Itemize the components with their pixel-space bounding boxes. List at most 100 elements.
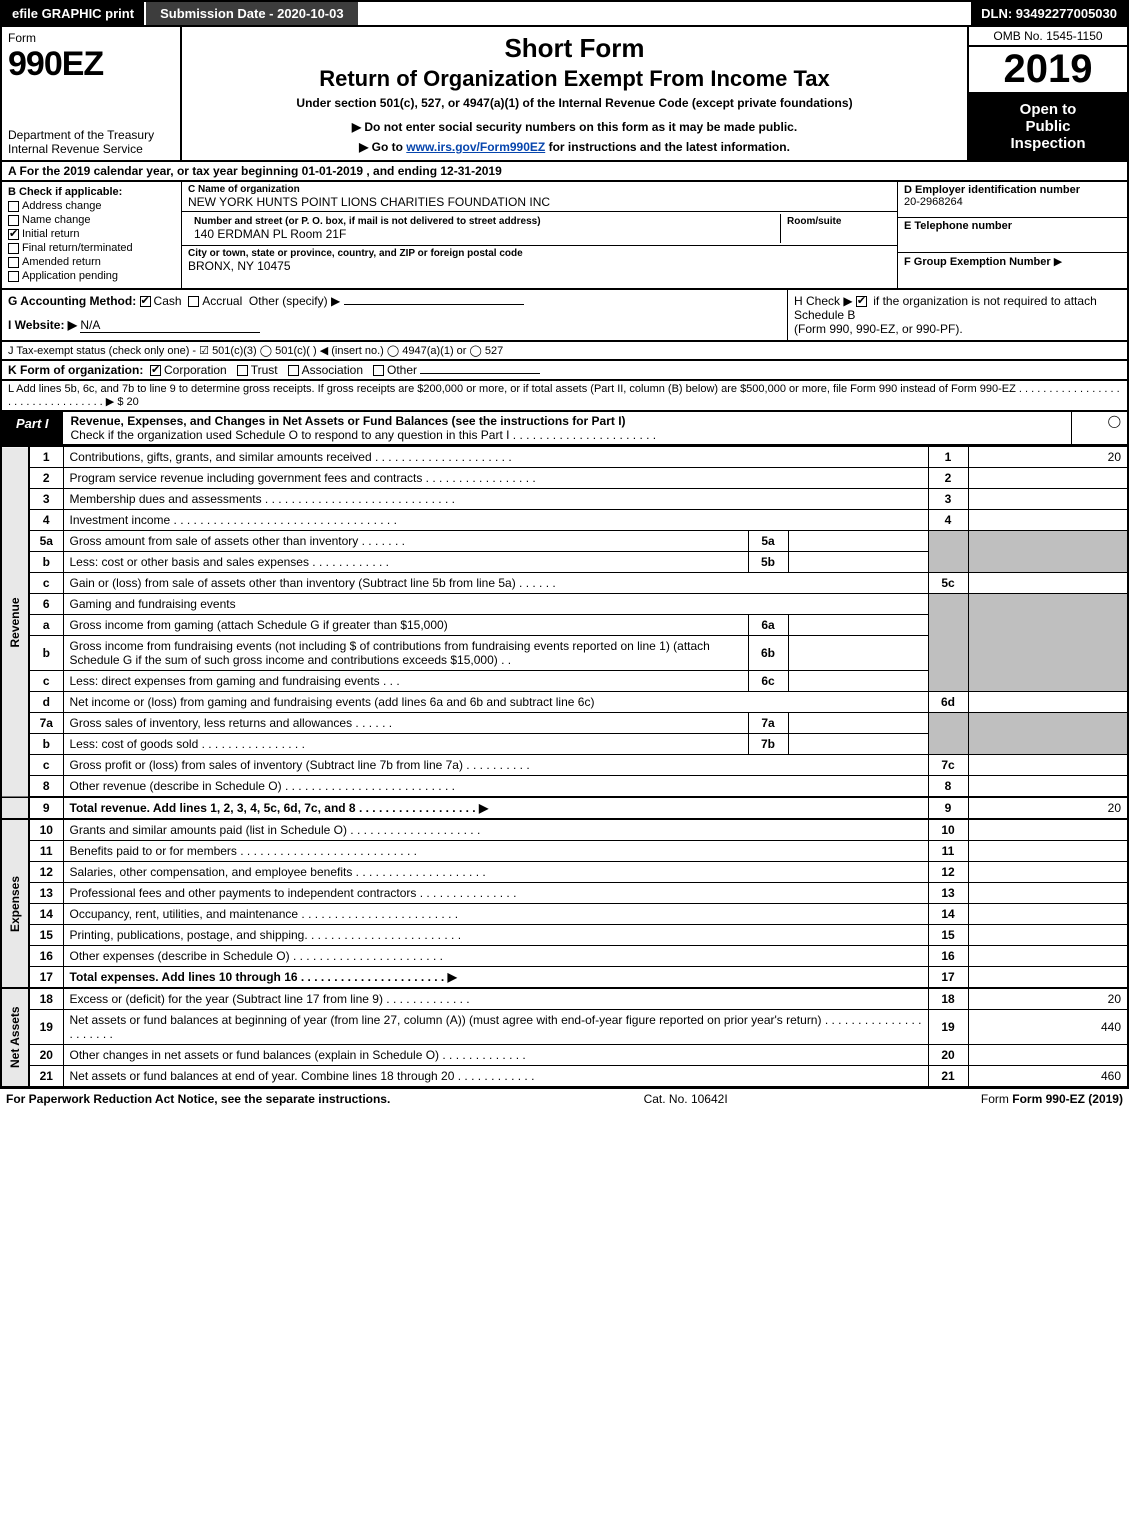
table-row: Net Assets 18 Excess or (deficit) for th…: [1, 988, 1128, 1010]
desc-16: Other expenses (describe in Schedule O) …: [63, 946, 928, 967]
ln-3: 3: [29, 489, 63, 510]
chk-cash[interactable]: [140, 296, 151, 307]
desc-6: Gaming and fundraising events: [63, 594, 928, 615]
room-cell: Room/suite: [781, 214, 891, 243]
chk-application-pending[interactable]: Application pending: [8, 270, 175, 282]
chk-final-return[interactable]: Final return/terminated: [8, 242, 175, 254]
chk-name-change[interactable]: Name change: [8, 214, 175, 226]
top-bar: efile GRAPHIC print Submission Date - 20…: [0, 0, 1129, 27]
chk-address-change[interactable]: Address change: [8, 200, 175, 212]
chk-association[interactable]: [288, 365, 299, 376]
note-ssn: Do not enter social security numbers on …: [192, 120, 957, 134]
chk-trust[interactable]: [237, 365, 248, 376]
ln-5a: 5a: [29, 531, 63, 552]
mini-5b: 5b: [748, 552, 788, 573]
desc-6c: Less: direct expenses from gaming and fu…: [63, 671, 748, 692]
ln-13: 13: [29, 883, 63, 904]
org-name-label: C Name of organization: [188, 184, 891, 195]
desc-20: Other changes in net assets or fund bala…: [63, 1045, 928, 1066]
desc-21: Net assets or fund balances at end of ye…: [63, 1066, 928, 1088]
chk-h[interactable]: [856, 296, 867, 307]
chk-application-pending-label: Application pending: [22, 270, 118, 282]
col-20: 20: [928, 1045, 968, 1066]
footer-left-text: For Paperwork Reduction Act Notice, see …: [6, 1092, 390, 1106]
open-to-public: Open to Public Inspection: [969, 92, 1127, 160]
table-row: d Net income or (loss) from gaming and f…: [1, 692, 1128, 713]
other-specify-line[interactable]: [344, 304, 524, 305]
desc-10: Grants and similar amounts paid (list in…: [63, 819, 928, 841]
table-row: c Gross profit or (loss) from sales of i…: [1, 755, 1128, 776]
chk-corporation[interactable]: [150, 365, 161, 376]
col-4: 4: [928, 510, 968, 531]
part1-checkbox[interactable]: ◯: [1071, 412, 1127, 444]
col-11: 11: [928, 841, 968, 862]
mini-7b: 7b: [748, 734, 788, 755]
header-center: Short Form Return of Organization Exempt…: [182, 27, 967, 160]
chk-accrual[interactable]: [188, 296, 199, 307]
chk-cash-label: Cash: [154, 294, 182, 308]
amt-4: [968, 510, 1128, 531]
desc-7b: Less: cost of goods sold . . . . . . . .…: [63, 734, 748, 755]
other-specify-label: Other (specify) ▶: [249, 294, 340, 308]
minival-7b: [788, 734, 928, 755]
amt-14: [968, 904, 1128, 925]
desc-9-b: Total revenue. Add lines 1, 2, 3, 4, 5c,…: [70, 801, 489, 815]
omb-number: OMB No. 1545-1150: [969, 27, 1127, 47]
room-label: Room/suite: [787, 216, 885, 227]
chk-initial-return[interactable]: Initial return: [8, 228, 175, 240]
goto-link[interactable]: www.irs.gov/Form990EZ: [406, 140, 545, 154]
header-left: Form 990EZ Department of the Treasury In…: [2, 27, 182, 160]
desc-1: Contributions, gifts, grants, and simila…: [63, 447, 928, 468]
topbar-gap: [360, 2, 972, 25]
desc-7c: Gross profit or (loss) from sales of inv…: [63, 755, 928, 776]
city-value: BRONX, NY 10475: [188, 259, 891, 273]
box-e: E Telephone number: [898, 218, 1127, 254]
row-i-label: I Website: ▶: [8, 318, 77, 332]
ln-21: 21: [29, 1066, 63, 1088]
ln-12: 12: [29, 862, 63, 883]
desc-5c: Gain or (loss) from sale of assets other…: [63, 573, 928, 594]
chk-address-change-label: Address change: [22, 200, 102, 212]
col-5c: 5c: [928, 573, 968, 594]
amt-16: [968, 946, 1128, 967]
ln-7a: 7a: [29, 713, 63, 734]
other-org-line[interactable]: [420, 373, 540, 374]
box-c: C Name of organization NEW YORK HUNTS PO…: [182, 182, 897, 288]
ln-17: 17: [29, 967, 63, 989]
part1-desc: Revenue, Expenses, and Changes in Net As…: [63, 412, 1071, 444]
minival-7a: [788, 713, 928, 734]
box-e-label: E Telephone number: [904, 220, 1121, 232]
col-17: 17: [928, 967, 968, 989]
row-a-calendar: A For the 2019 calendar year, or tax yea…: [0, 162, 1129, 182]
col-1: 1: [928, 447, 968, 468]
col-15: 15: [928, 925, 968, 946]
ln-19: 19: [29, 1010, 63, 1045]
mini-6c: 6c: [748, 671, 788, 692]
table-row: 11 Benefits paid to or for members . . .…: [1, 841, 1128, 862]
amt-19: 440: [968, 1010, 1128, 1045]
box-b: B Check if applicable: Address change Na…: [2, 182, 182, 288]
table-row: 15 Printing, publications, postage, and …: [1, 925, 1128, 946]
street-row: Number and street (or P. O. box, if mail…: [182, 212, 897, 246]
box-f-arrow: ▶: [1054, 256, 1062, 268]
chk-amended-return[interactable]: Amended return: [8, 256, 175, 268]
col-8: 8: [928, 776, 968, 798]
desc-17: Total expenses. Add lines 10 through 16 …: [63, 967, 928, 989]
shade-amt-7ab: [968, 713, 1128, 755]
dept-treasury: Department of the Treasury Internal Reve…: [8, 128, 174, 156]
table-row: c Gain or (loss) from sale of assets oth…: [1, 573, 1128, 594]
ln-5b: b: [29, 552, 63, 573]
amt-3: [968, 489, 1128, 510]
ein-value: 20-2968264: [904, 196, 1121, 208]
col-14: 14: [928, 904, 968, 925]
website-value: N/A: [80, 318, 260, 333]
side-revenue-end: [1, 797, 29, 819]
mini-6b: 6b: [748, 636, 788, 671]
desc-7a: Gross sales of inventory, less returns a…: [63, 713, 748, 734]
ln-4: 4: [29, 510, 63, 531]
chk-other-org[interactable]: [373, 365, 384, 376]
table-row: 19 Net assets or fund balances at beginn…: [1, 1010, 1128, 1045]
city-label: City or town, state or province, country…: [188, 248, 891, 259]
minival-6b: [788, 636, 928, 671]
amt-5c: [968, 573, 1128, 594]
